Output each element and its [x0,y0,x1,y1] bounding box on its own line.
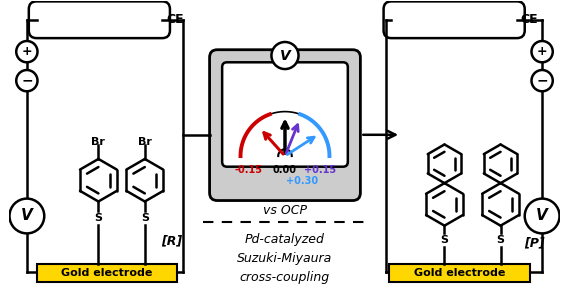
Circle shape [531,70,552,91]
FancyBboxPatch shape [29,1,170,38]
Text: S: S [141,213,149,223]
Circle shape [17,70,38,91]
Text: Gold electrode: Gold electrode [61,268,152,278]
FancyBboxPatch shape [389,264,530,282]
FancyBboxPatch shape [36,264,177,282]
Text: -0.15: -0.15 [234,165,262,175]
Circle shape [271,42,299,69]
FancyBboxPatch shape [222,62,348,167]
Circle shape [525,199,559,233]
Text: +: + [22,45,32,58]
Text: Gold electrode: Gold electrode [414,268,505,278]
Circle shape [531,41,552,62]
FancyBboxPatch shape [384,1,525,38]
Circle shape [10,199,44,233]
Text: +0.15: +0.15 [304,165,336,175]
Text: −: − [537,74,548,88]
Text: 0.00: 0.00 [273,165,297,175]
FancyBboxPatch shape [209,50,360,200]
Text: [R]: [R] [162,235,183,248]
Text: S: S [497,235,505,245]
Circle shape [17,41,38,62]
Text: Br: Br [138,137,152,146]
Text: S: S [440,235,448,245]
Text: +: + [537,45,547,58]
Text: CE: CE [521,13,538,26]
Text: [P]: [P] [524,237,545,249]
Text: S: S [94,213,102,223]
Text: vs OCP: vs OCP [263,204,307,217]
Text: Br: Br [92,137,105,146]
Text: +0.30: +0.30 [286,176,319,186]
Text: −: − [21,74,32,88]
Text: Pd-catalyzed
Suzuki-Miyaura
cross-coupling: Pd-catalyzed Suzuki-Miyaura cross-coupli… [237,233,333,285]
Text: V: V [21,208,33,224]
Text: V: V [279,48,290,63]
Text: CE: CE [166,13,184,26]
Text: V: V [536,208,548,224]
